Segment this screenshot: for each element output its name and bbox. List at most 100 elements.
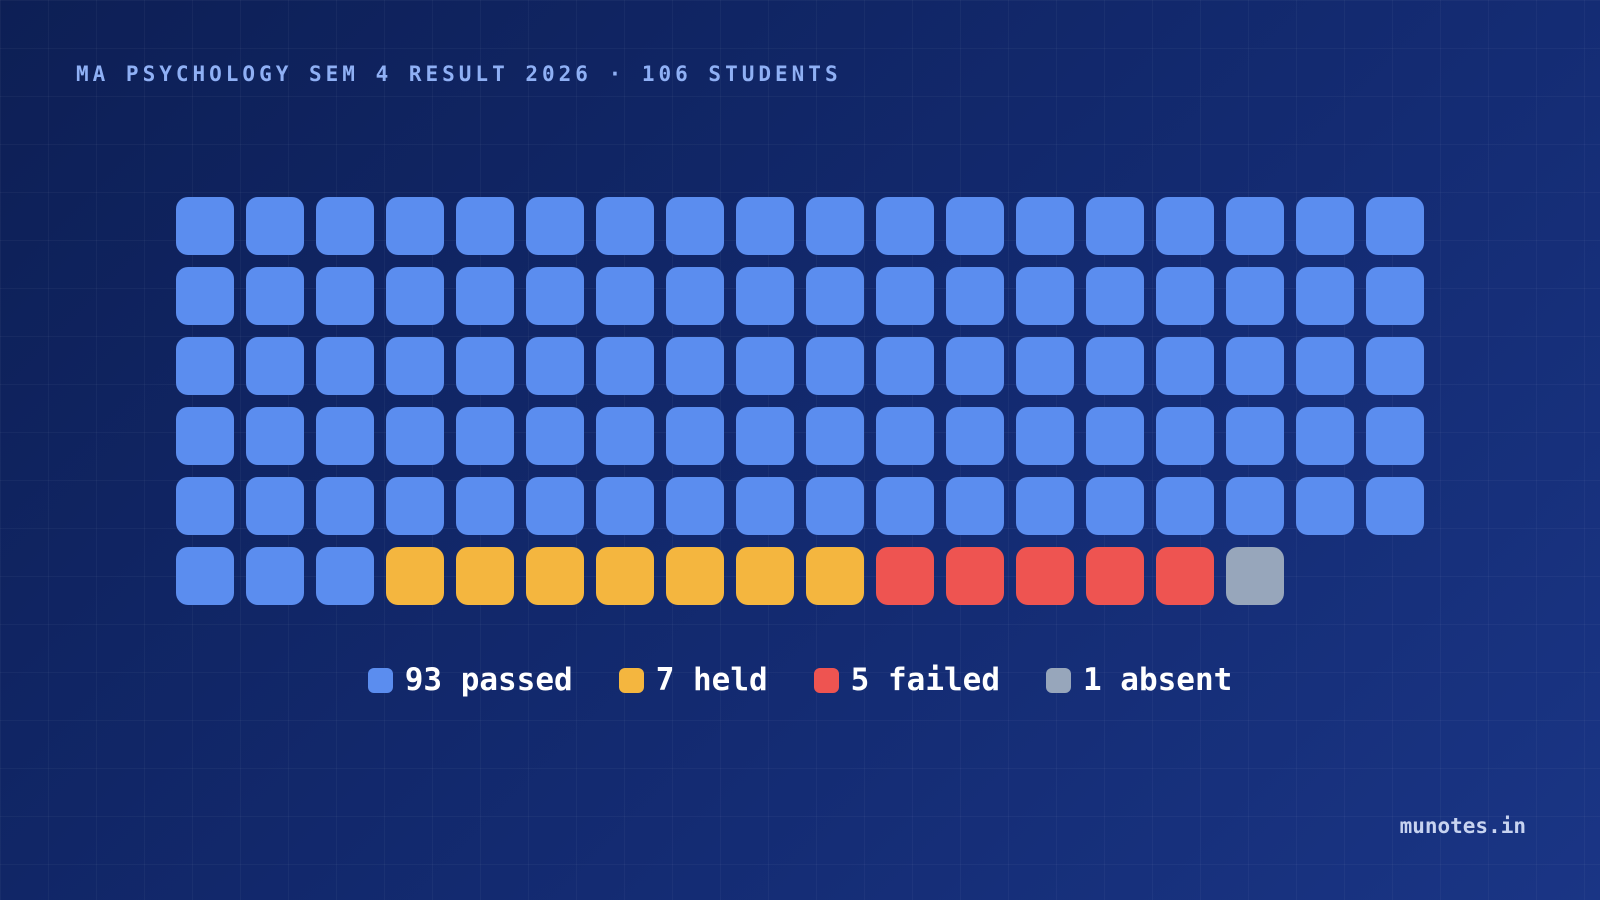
waffle-cell-passed (736, 407, 794, 465)
waffle-cell-passed (666, 267, 724, 325)
waffle-cell-passed (806, 337, 864, 395)
waffle-cell-passed (946, 197, 1004, 255)
waffle-cell-passed (526, 337, 584, 395)
waffle-cell-passed (806, 267, 864, 325)
waffle-cell-passed (1016, 197, 1074, 255)
waffle-cell-passed (736, 337, 794, 395)
waffle-cell-passed (666, 197, 724, 255)
waffle-cell-passed (1086, 197, 1144, 255)
waffle-cell-passed (526, 197, 584, 255)
legend-item-passed: 93 passed (367, 662, 573, 698)
waffle-cell-passed (1366, 337, 1424, 395)
legend-label-failed: 5 failed (850, 662, 1000, 698)
waffle-cell-failed (876, 547, 934, 605)
waffle-cell-passed (1226, 407, 1284, 465)
waffle-cell-passed (316, 267, 374, 325)
waffle-cell-passed (1016, 407, 1074, 465)
waffle-cell-failed (1016, 547, 1074, 605)
waffle-cell-passed (1296, 337, 1354, 395)
waffle-cell-passed (176, 547, 234, 605)
waffle-cell-held (526, 547, 584, 605)
waffle-cell-passed (596, 337, 654, 395)
waffle-cell-passed (246, 477, 304, 535)
waffle-cell-passed (1016, 477, 1074, 535)
waffle-cell-passed (1226, 197, 1284, 255)
waffle-cell-passed (1156, 197, 1214, 255)
waffle-cell-passed (526, 477, 584, 535)
waffle-cell-passed (1086, 477, 1144, 535)
waffle-cell-passed (246, 267, 304, 325)
legend-swatch-passed (367, 667, 393, 693)
legend-item-absent: 1 absent (1045, 662, 1232, 698)
waffle-cell-passed (876, 477, 934, 535)
waffle-cell-passed (316, 337, 374, 395)
waffle-cell-passed (456, 477, 514, 535)
waffle-cell-failed (1156, 547, 1214, 605)
waffle-cell-passed (456, 337, 514, 395)
waffle-cell-passed (666, 337, 724, 395)
waffle-cell-absent (1226, 547, 1284, 605)
waffle-cell-passed (1226, 267, 1284, 325)
legend: 93 passed 7 held 5 failed 1 absent (0, 662, 1600, 698)
waffle-chart (176, 197, 1424, 605)
waffle-cell-passed (1366, 197, 1424, 255)
legend-swatch-absent (1045, 667, 1071, 693)
waffle-cell-passed (1296, 197, 1354, 255)
waffle-cell-passed (246, 407, 304, 465)
legend-item-failed: 5 failed (813, 662, 1000, 698)
legend-label-passed: 93 passed (404, 662, 573, 698)
waffle-cell-passed (596, 267, 654, 325)
waffle-cell-passed (1016, 337, 1074, 395)
waffle-cell-passed (176, 197, 234, 255)
waffle-cell-passed (666, 477, 724, 535)
waffle-cell-passed (1086, 407, 1144, 465)
waffle-cell-passed (736, 477, 794, 535)
waffle-cell-passed (176, 337, 234, 395)
waffle-cell-passed (946, 407, 1004, 465)
waffle-cell-passed (176, 477, 234, 535)
waffle-cell-passed (1156, 267, 1214, 325)
waffle-cell-passed (456, 197, 514, 255)
waffle-cell-passed (1226, 477, 1284, 535)
waffle-cell-passed (316, 547, 374, 605)
waffle-cell-passed (456, 267, 514, 325)
waffle-cell-passed (596, 407, 654, 465)
waffle-cell-passed (1156, 477, 1214, 535)
waffle-cell-passed (1296, 267, 1354, 325)
waffle-cell-passed (806, 407, 864, 465)
waffle-cell-passed (1156, 407, 1214, 465)
waffle-cell-passed (526, 407, 584, 465)
waffle-cell-passed (386, 267, 444, 325)
source-credit: munotes.in (1399, 814, 1526, 838)
waffle-cell-passed (946, 337, 1004, 395)
waffle-cell-passed (1156, 337, 1214, 395)
waffle-cell-held (736, 547, 794, 605)
waffle-cell-passed (526, 267, 584, 325)
waffle-cell-passed (736, 197, 794, 255)
waffle-cell-passed (1366, 407, 1424, 465)
waffle-cell-passed (596, 197, 654, 255)
waffle-cell-passed (1296, 407, 1354, 465)
waffle-cell-passed (386, 197, 444, 255)
waffle-cell-held (596, 547, 654, 605)
waffle-cell-passed (946, 477, 1004, 535)
waffle-cell-passed (316, 477, 374, 535)
waffle-cell-passed (386, 337, 444, 395)
waffle-cell-passed (596, 477, 654, 535)
waffle-cell-held (386, 547, 444, 605)
waffle-cell-passed (876, 267, 934, 325)
waffle-cell-passed (176, 407, 234, 465)
waffle-cell-passed (1366, 477, 1424, 535)
waffle-cell-passed (246, 197, 304, 255)
waffle-cell-passed (1086, 337, 1144, 395)
waffle-cell-held (666, 547, 724, 605)
waffle-cell-passed (316, 197, 374, 255)
waffle-cell-held (806, 547, 864, 605)
waffle-cell-passed (876, 407, 934, 465)
waffle-cell-passed (946, 267, 1004, 325)
waffle-cell-held (456, 547, 514, 605)
chart-title: MA PSYCHOLOGY SEM 4 RESULT 2026 · 106 ST… (76, 62, 842, 86)
waffle-cell-passed (806, 477, 864, 535)
legend-swatch-held (618, 667, 644, 693)
waffle-cell-passed (1296, 477, 1354, 535)
